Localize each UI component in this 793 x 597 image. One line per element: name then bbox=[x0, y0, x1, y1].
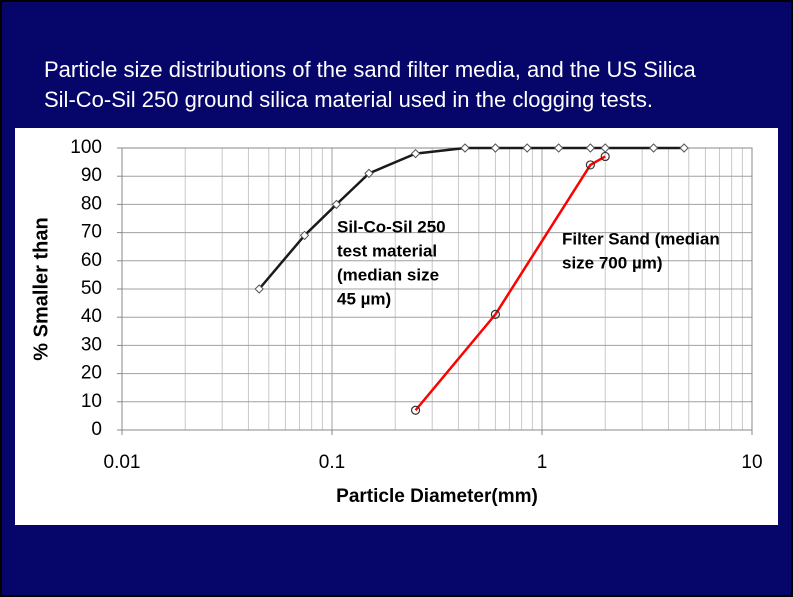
annotation: 45 µm) bbox=[337, 289, 391, 308]
marker bbox=[679, 143, 689, 153]
y-tick-label: 40 bbox=[81, 306, 102, 327]
y-tick-label: 50 bbox=[81, 278, 102, 299]
plot: 0 10 20 30 40 50 60 70 80 90 100 0.01 0.1 1 10 Particle… bbox=[30, 137, 762, 507]
marker bbox=[254, 284, 264, 294]
marker bbox=[490, 309, 501, 319]
marker bbox=[331, 199, 342, 210]
annotation: (median size bbox=[337, 265, 439, 284]
marker bbox=[600, 151, 610, 162]
marker bbox=[553, 143, 564, 153]
plot-frame bbox=[121, 147, 753, 431]
x-axis-label: Particle Diameter(mm) bbox=[336, 486, 538, 507]
chart-panel bbox=[15, 128, 778, 525]
y-tick-label: 0 bbox=[91, 419, 102, 440]
title-line: Sil-Co-Sil 250 ground silica material us… bbox=[44, 87, 653, 112]
marker bbox=[299, 230, 310, 241]
marker bbox=[585, 160, 595, 170]
series-line bbox=[414, 155, 606, 412]
x-tick-label: 10 bbox=[741, 452, 762, 473]
y-tick-label: 20 bbox=[81, 363, 102, 384]
y-tick-label: 70 bbox=[81, 222, 102, 243]
x-tick-label: 0.1 bbox=[319, 452, 345, 473]
title-line: Particle size distributions of the sand … bbox=[44, 57, 697, 82]
y-tick-label: 80 bbox=[81, 193, 102, 214]
y-axis-label: % Smaller than bbox=[30, 217, 52, 360]
marker bbox=[460, 143, 470, 153]
y-tick-label: 30 bbox=[81, 334, 102, 355]
annotation: size 700 µm) bbox=[562, 253, 663, 272]
marker bbox=[585, 143, 596, 153]
y-tick-label: 60 bbox=[81, 250, 102, 271]
marker bbox=[410, 148, 421, 159]
y-tick-label: 10 bbox=[81, 391, 102, 412]
x-tick-label: 0.01 bbox=[104, 452, 141, 473]
marker bbox=[648, 143, 659, 153]
y-tick-label: 100 bbox=[70, 137, 102, 158]
y-tick-label: 90 bbox=[81, 165, 102, 186]
x-tick-label: 1 bbox=[537, 452, 548, 473]
marker bbox=[364, 168, 374, 179]
marker bbox=[490, 143, 501, 153]
annotation: test material bbox=[337, 241, 437, 260]
annotation: Filter Sand (median bbox=[562, 229, 720, 248]
marker bbox=[522, 143, 532, 153]
marker bbox=[410, 405, 421, 415]
annotation: Sil-Co-Sil 250 bbox=[337, 217, 446, 236]
